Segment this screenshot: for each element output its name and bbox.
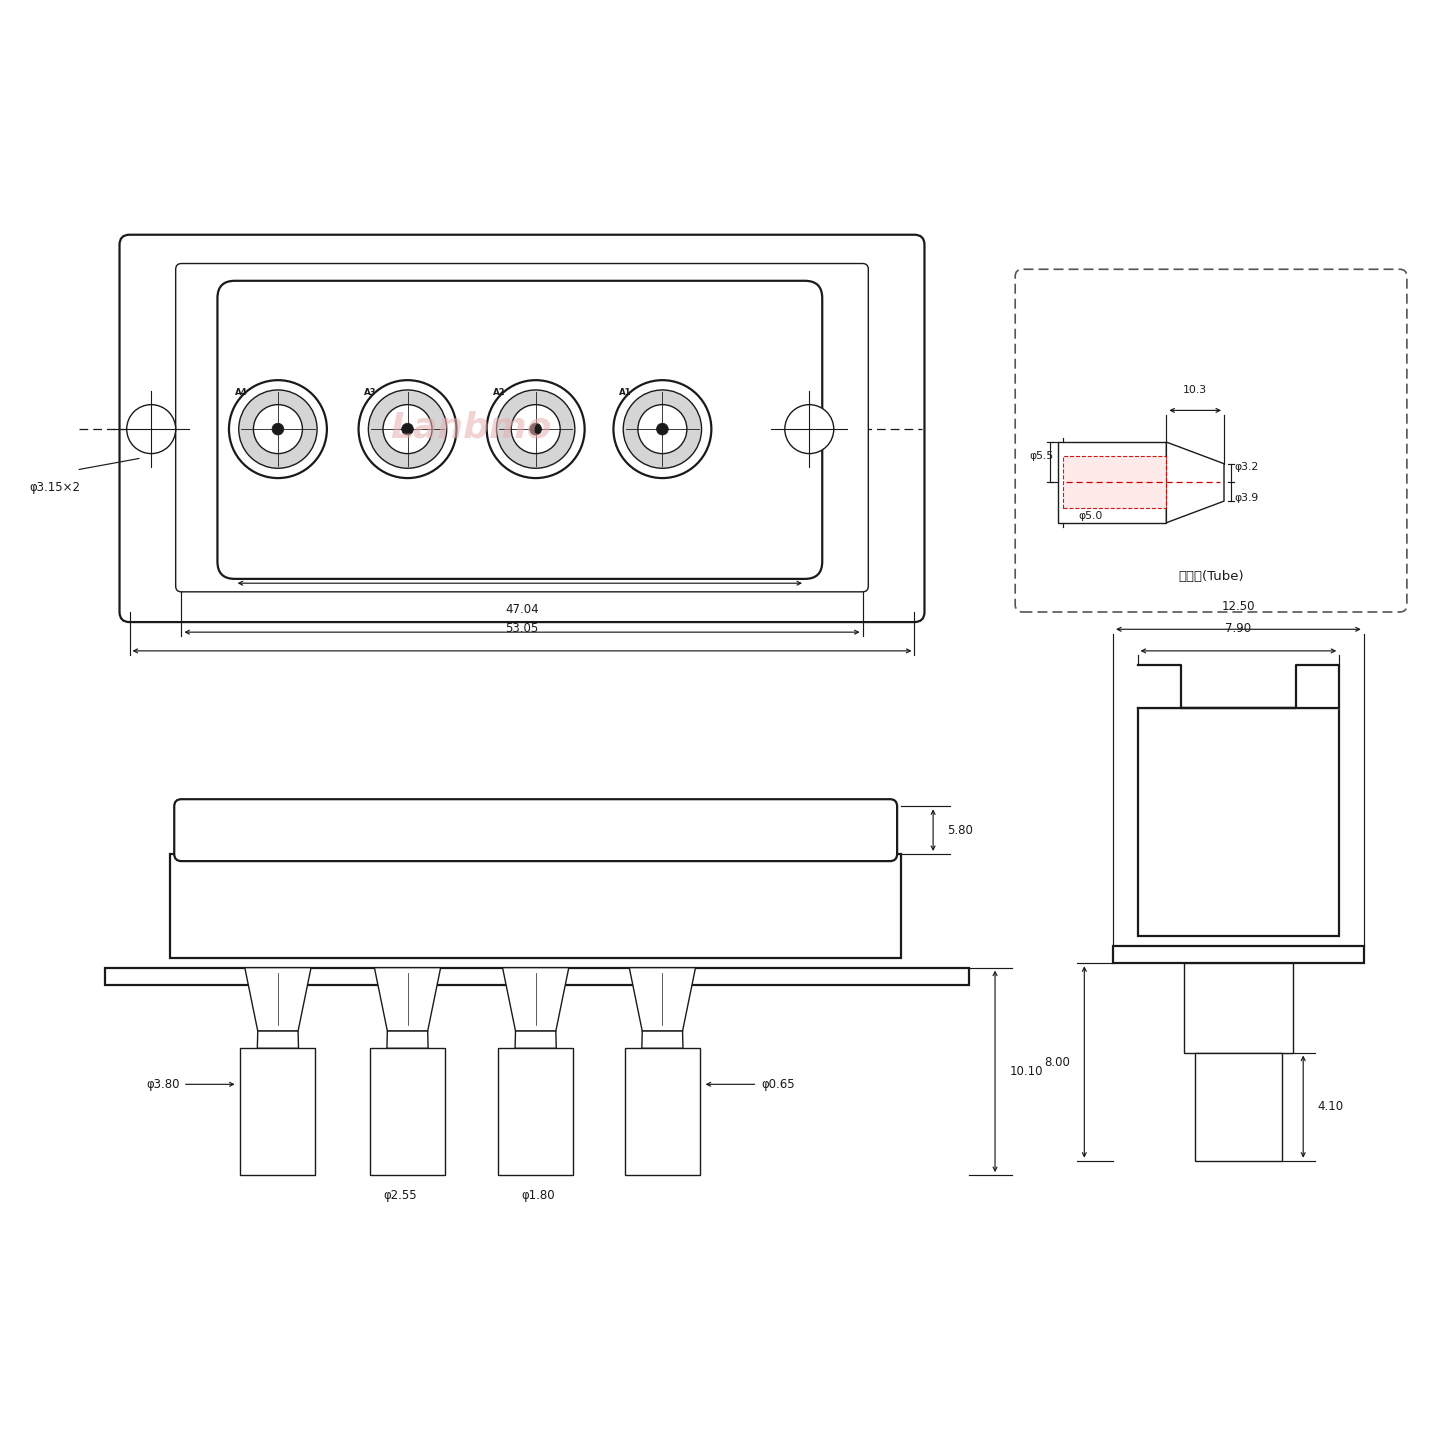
Polygon shape — [170, 854, 901, 958]
Circle shape — [487, 380, 585, 478]
Text: 屏蔽管(Tube): 屏蔽管(Tube) — [1178, 569, 1244, 583]
Polygon shape — [1138, 708, 1339, 936]
Polygon shape — [625, 1048, 700, 1175]
Circle shape — [272, 423, 284, 435]
Circle shape — [229, 380, 327, 478]
Text: φ5.5: φ5.5 — [1030, 452, 1054, 461]
Circle shape — [657, 423, 668, 435]
Polygon shape — [503, 968, 569, 1031]
FancyBboxPatch shape — [1015, 269, 1407, 612]
Circle shape — [613, 380, 711, 478]
Polygon shape — [374, 968, 441, 1031]
Circle shape — [402, 423, 413, 435]
Polygon shape — [1138, 665, 1339, 708]
Text: 10.61: 10.61 — [325, 501, 360, 514]
Circle shape — [530, 423, 541, 435]
Circle shape — [785, 405, 834, 454]
Polygon shape — [498, 1048, 573, 1175]
FancyBboxPatch shape — [120, 235, 924, 622]
Polygon shape — [1063, 456, 1166, 508]
Text: φ1.80: φ1.80 — [521, 1189, 556, 1202]
Polygon shape — [240, 1048, 315, 1175]
Circle shape — [369, 390, 446, 468]
Text: A2: A2 — [492, 387, 505, 397]
Circle shape — [511, 405, 560, 454]
Polygon shape — [1058, 442, 1166, 523]
Text: 12.50: 12.50 — [1221, 600, 1256, 613]
Text: φ3.15×2: φ3.15×2 — [29, 481, 81, 494]
Polygon shape — [1166, 442, 1224, 523]
Circle shape — [638, 405, 687, 454]
Text: φ3.80: φ3.80 — [147, 1077, 180, 1092]
Polygon shape — [642, 1031, 683, 1048]
Polygon shape — [1184, 963, 1293, 1053]
FancyBboxPatch shape — [174, 799, 897, 861]
Circle shape — [497, 390, 575, 468]
Circle shape — [359, 380, 456, 478]
Text: φ2.55: φ2.55 — [383, 1189, 418, 1202]
Text: 8.00: 8.00 — [1044, 1056, 1070, 1068]
Text: 5.80: 5.80 — [948, 824, 973, 837]
Circle shape — [239, 390, 317, 468]
Text: 4.10: 4.10 — [1318, 1100, 1344, 1113]
Polygon shape — [370, 1048, 445, 1175]
Text: φ3.2: φ3.2 — [1234, 462, 1259, 472]
Text: φ3.9: φ3.9 — [1234, 492, 1259, 503]
Circle shape — [383, 405, 432, 454]
Text: 47.04: 47.04 — [505, 603, 539, 616]
Polygon shape — [1195, 1053, 1282, 1161]
Text: φ0.65: φ0.65 — [762, 1077, 795, 1092]
Polygon shape — [387, 1031, 428, 1048]
Polygon shape — [629, 968, 696, 1031]
FancyBboxPatch shape — [217, 281, 822, 579]
Text: A3: A3 — [364, 387, 377, 397]
Text: φ5.50: φ5.50 — [390, 973, 425, 986]
Text: A1: A1 — [619, 387, 632, 397]
Text: 10.3: 10.3 — [1184, 384, 1207, 395]
Text: 10.10: 10.10 — [1009, 1064, 1043, 1079]
Text: Lanbmo: Lanbmo — [390, 410, 552, 445]
Circle shape — [253, 405, 302, 454]
Text: 9.11: 9.11 — [458, 501, 485, 514]
Text: φ5.0: φ5.0 — [1079, 511, 1102, 521]
Polygon shape — [516, 1031, 556, 1048]
FancyBboxPatch shape — [176, 264, 868, 592]
Text: 9.11: 9.11 — [586, 501, 612, 514]
Polygon shape — [105, 968, 969, 985]
Polygon shape — [258, 1031, 298, 1048]
Text: A4: A4 — [235, 387, 248, 397]
Polygon shape — [245, 968, 311, 1031]
Text: 7.90: 7.90 — [1225, 622, 1251, 635]
Circle shape — [127, 405, 176, 454]
Text: 38.35: 38.35 — [503, 554, 537, 567]
Polygon shape — [1113, 946, 1364, 963]
Text: 53.05: 53.05 — [505, 622, 539, 635]
Circle shape — [624, 390, 701, 468]
